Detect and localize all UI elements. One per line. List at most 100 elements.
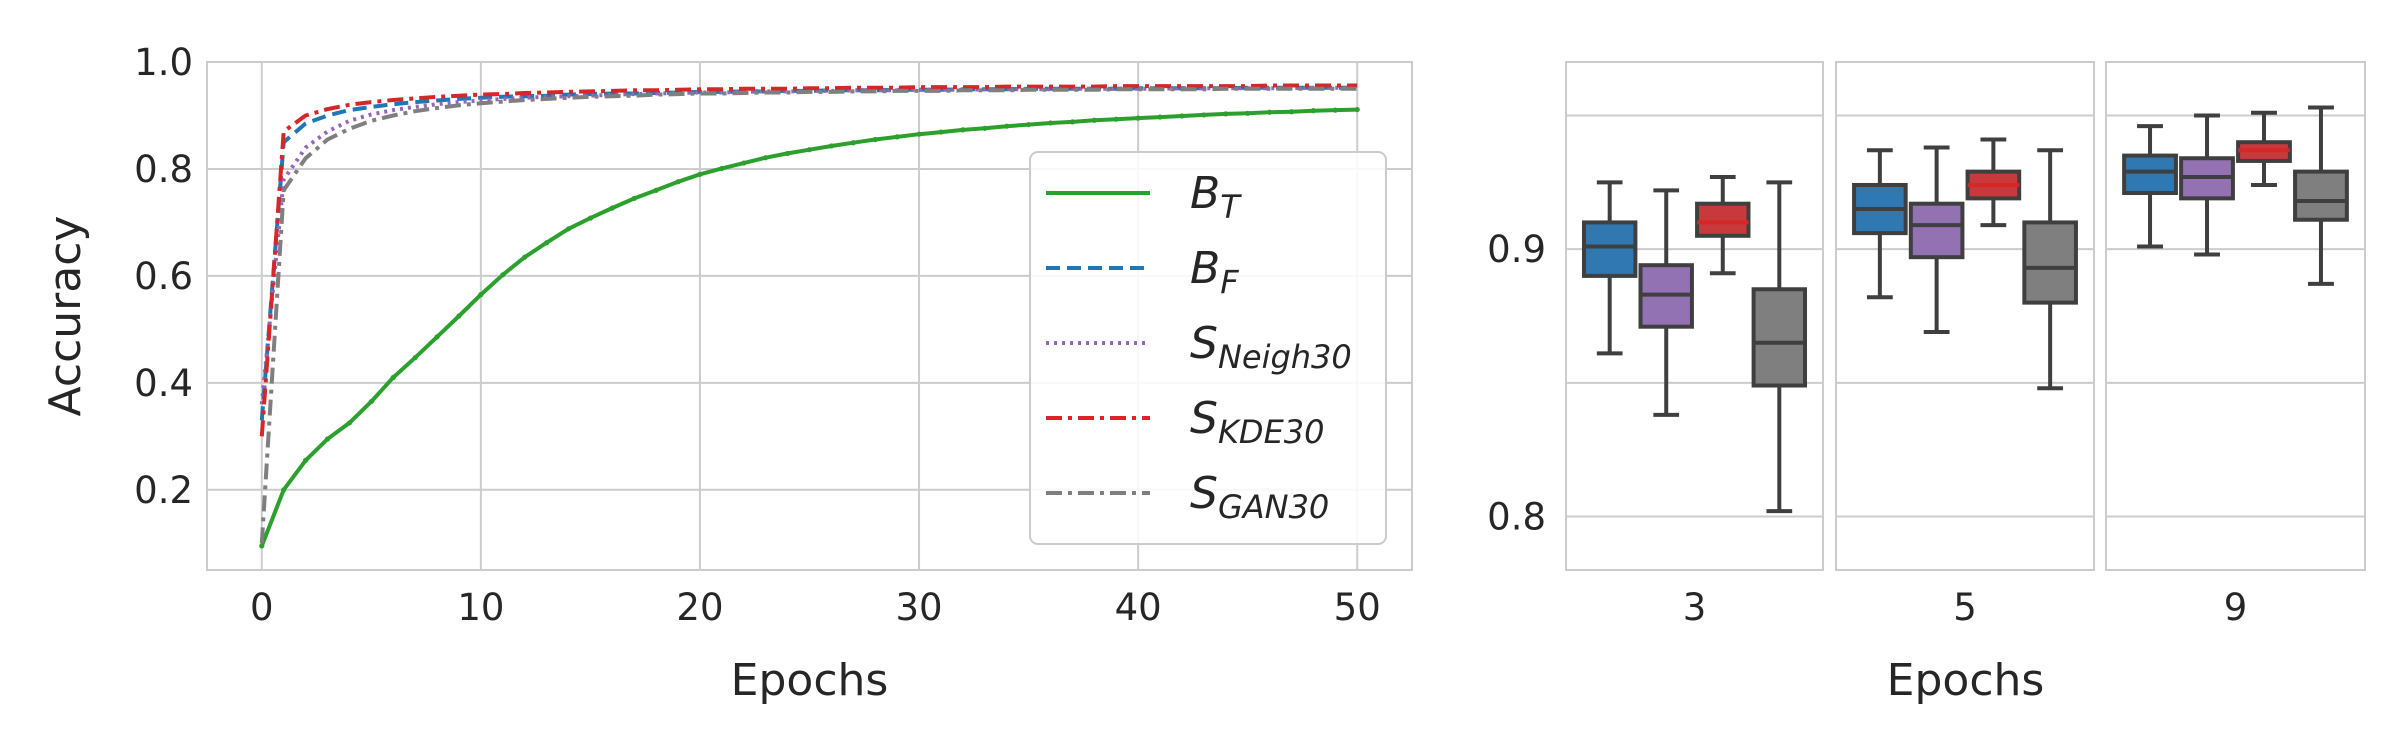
data-point	[850, 140, 856, 146]
line-chart-y-axis-label: Accuracy	[40, 216, 91, 417]
data-point	[1266, 109, 1273, 115]
data-point	[763, 155, 769, 161]
data-point	[1201, 112, 1207, 118]
series-b-f	[259, 85, 1358, 421]
legend-label: BT	[1190, 168, 1242, 226]
epoch-panel-9: 9	[2105, 61, 2366, 629]
data-point	[784, 150, 791, 157]
box-chart-x-axis-label: Epochs	[1887, 655, 2045, 706]
box-chart-y-ticks: 0.8 0.9	[1487, 228, 1546, 538]
x-tick-label: 10	[457, 586, 504, 629]
box-s-gan30	[1751, 180, 1808, 514]
legend-item: SGAN30	[1046, 468, 1329, 526]
data-point	[281, 487, 287, 493]
box-s-kde30	[1695, 174, 1751, 276]
x-tick-label: 3	[1683, 586, 1707, 629]
y-tick-label: 1.0	[134, 41, 193, 84]
data-point	[565, 226, 572, 232]
box-s-gan30	[2022, 148, 2078, 391]
epoch-panel-3: 3	[1565, 61, 1824, 629]
data-point	[543, 240, 550, 246]
y-tick-label: 0.4	[134, 362, 193, 405]
data-point	[631, 195, 637, 201]
panel-frame	[1565, 61, 1824, 571]
data-point	[522, 254, 528, 260]
data-point	[1025, 121, 1032, 128]
data-point	[1069, 119, 1076, 125]
data-point	[1245, 110, 1251, 116]
data-point	[1091, 117, 1097, 123]
series-line	[259, 86, 1358, 544]
box-s-kde30	[2236, 110, 2292, 187]
data-point	[960, 127, 966, 133]
box-iqr	[1751, 287, 1808, 388]
box-chart-panels: 3 5 9	[1565, 61, 2366, 629]
line-chart-x-axis-label: Epochs	[731, 655, 889, 706]
epoch-panel-5: 5	[1835, 61, 2095, 629]
box-iqr	[1908, 201, 1965, 260]
legend-item: SNeigh30	[1046, 318, 1352, 376]
data-point	[324, 436, 331, 442]
panel-frame	[2105, 61, 2366, 571]
data-point	[259, 543, 265, 549]
series-s-kde30	[259, 83, 1358, 437]
data-point	[302, 457, 309, 463]
x-tick-label: 20	[676, 586, 723, 629]
data-point	[1047, 120, 1054, 126]
x-tick-label: 5	[1953, 586, 1977, 629]
legend-label: SKDE30	[1190, 393, 1325, 451]
x-tick-label: 30	[895, 586, 942, 629]
data-point	[500, 272, 506, 278]
y-tick-label: 0.8	[1487, 496, 1546, 539]
x-tick-label: 0	[250, 586, 274, 629]
box-iqr	[1695, 201, 1751, 238]
box-b-f	[2122, 124, 2178, 249]
line-chart-legend: BT BF SNeigh30 SKDE30 SGAN30	[1029, 151, 1387, 545]
data-point	[675, 179, 681, 185]
data-point	[609, 205, 615, 211]
accuracy-box-chart: 3 5 9 0.8 0.9 Epochs	[1487, 61, 2366, 706]
box-iqr	[1581, 220, 1638, 278]
x-tick-label: 40	[1115, 586, 1162, 629]
data-point	[1004, 123, 1010, 129]
legend-label: SNeigh30	[1190, 318, 1352, 376]
box-s-kde30	[1965, 137, 2022, 228]
box-iqr	[2293, 169, 2349, 222]
y-tick-label: 0.2	[134, 469, 193, 512]
data-point	[872, 136, 878, 143]
data-point	[719, 165, 725, 172]
data-point	[1157, 114, 1163, 120]
x-tick-label: 50	[1334, 586, 1381, 629]
data-point	[478, 292, 484, 298]
data-point	[741, 160, 747, 166]
data-point	[653, 187, 659, 193]
data-point	[916, 131, 922, 137]
data-point	[697, 171, 703, 177]
data-point	[346, 420, 353, 426]
line-chart-x-ticks: 0 10 20 30 40 50	[250, 586, 1381, 629]
data-point	[894, 134, 900, 140]
accuracy-line-chart: 0 10 20 30 40 50 0.2 0.4 0.6 0.8 1.0 Epochs Accur…	[40, 41, 1413, 706]
series-line	[259, 85, 1358, 421]
line-chart-frame	[206, 61, 1413, 571]
data-point	[806, 147, 813, 153]
data-point	[982, 125, 988, 131]
box-iqr	[2122, 153, 2178, 196]
box-s-neigh30	[1908, 145, 1965, 335]
legend-label: BF	[1190, 243, 1239, 301]
box-iqr	[2022, 220, 2078, 305]
data-point	[1354, 106, 1360, 113]
data-point	[434, 334, 440, 340]
panel-frame	[1835, 61, 2095, 571]
legend-label: SGAN30	[1190, 468, 1329, 526]
box-s-neigh30	[2179, 113, 2235, 257]
legend-item: BF	[1046, 243, 1239, 301]
data-point	[390, 374, 396, 381]
data-point	[1135, 115, 1141, 121]
x-tick-label: 9	[2224, 586, 2248, 629]
box-b-f	[1581, 180, 1638, 356]
box-s-gan30	[2293, 105, 2349, 286]
data-point	[1288, 109, 1295, 115]
data-point	[1223, 111, 1229, 117]
